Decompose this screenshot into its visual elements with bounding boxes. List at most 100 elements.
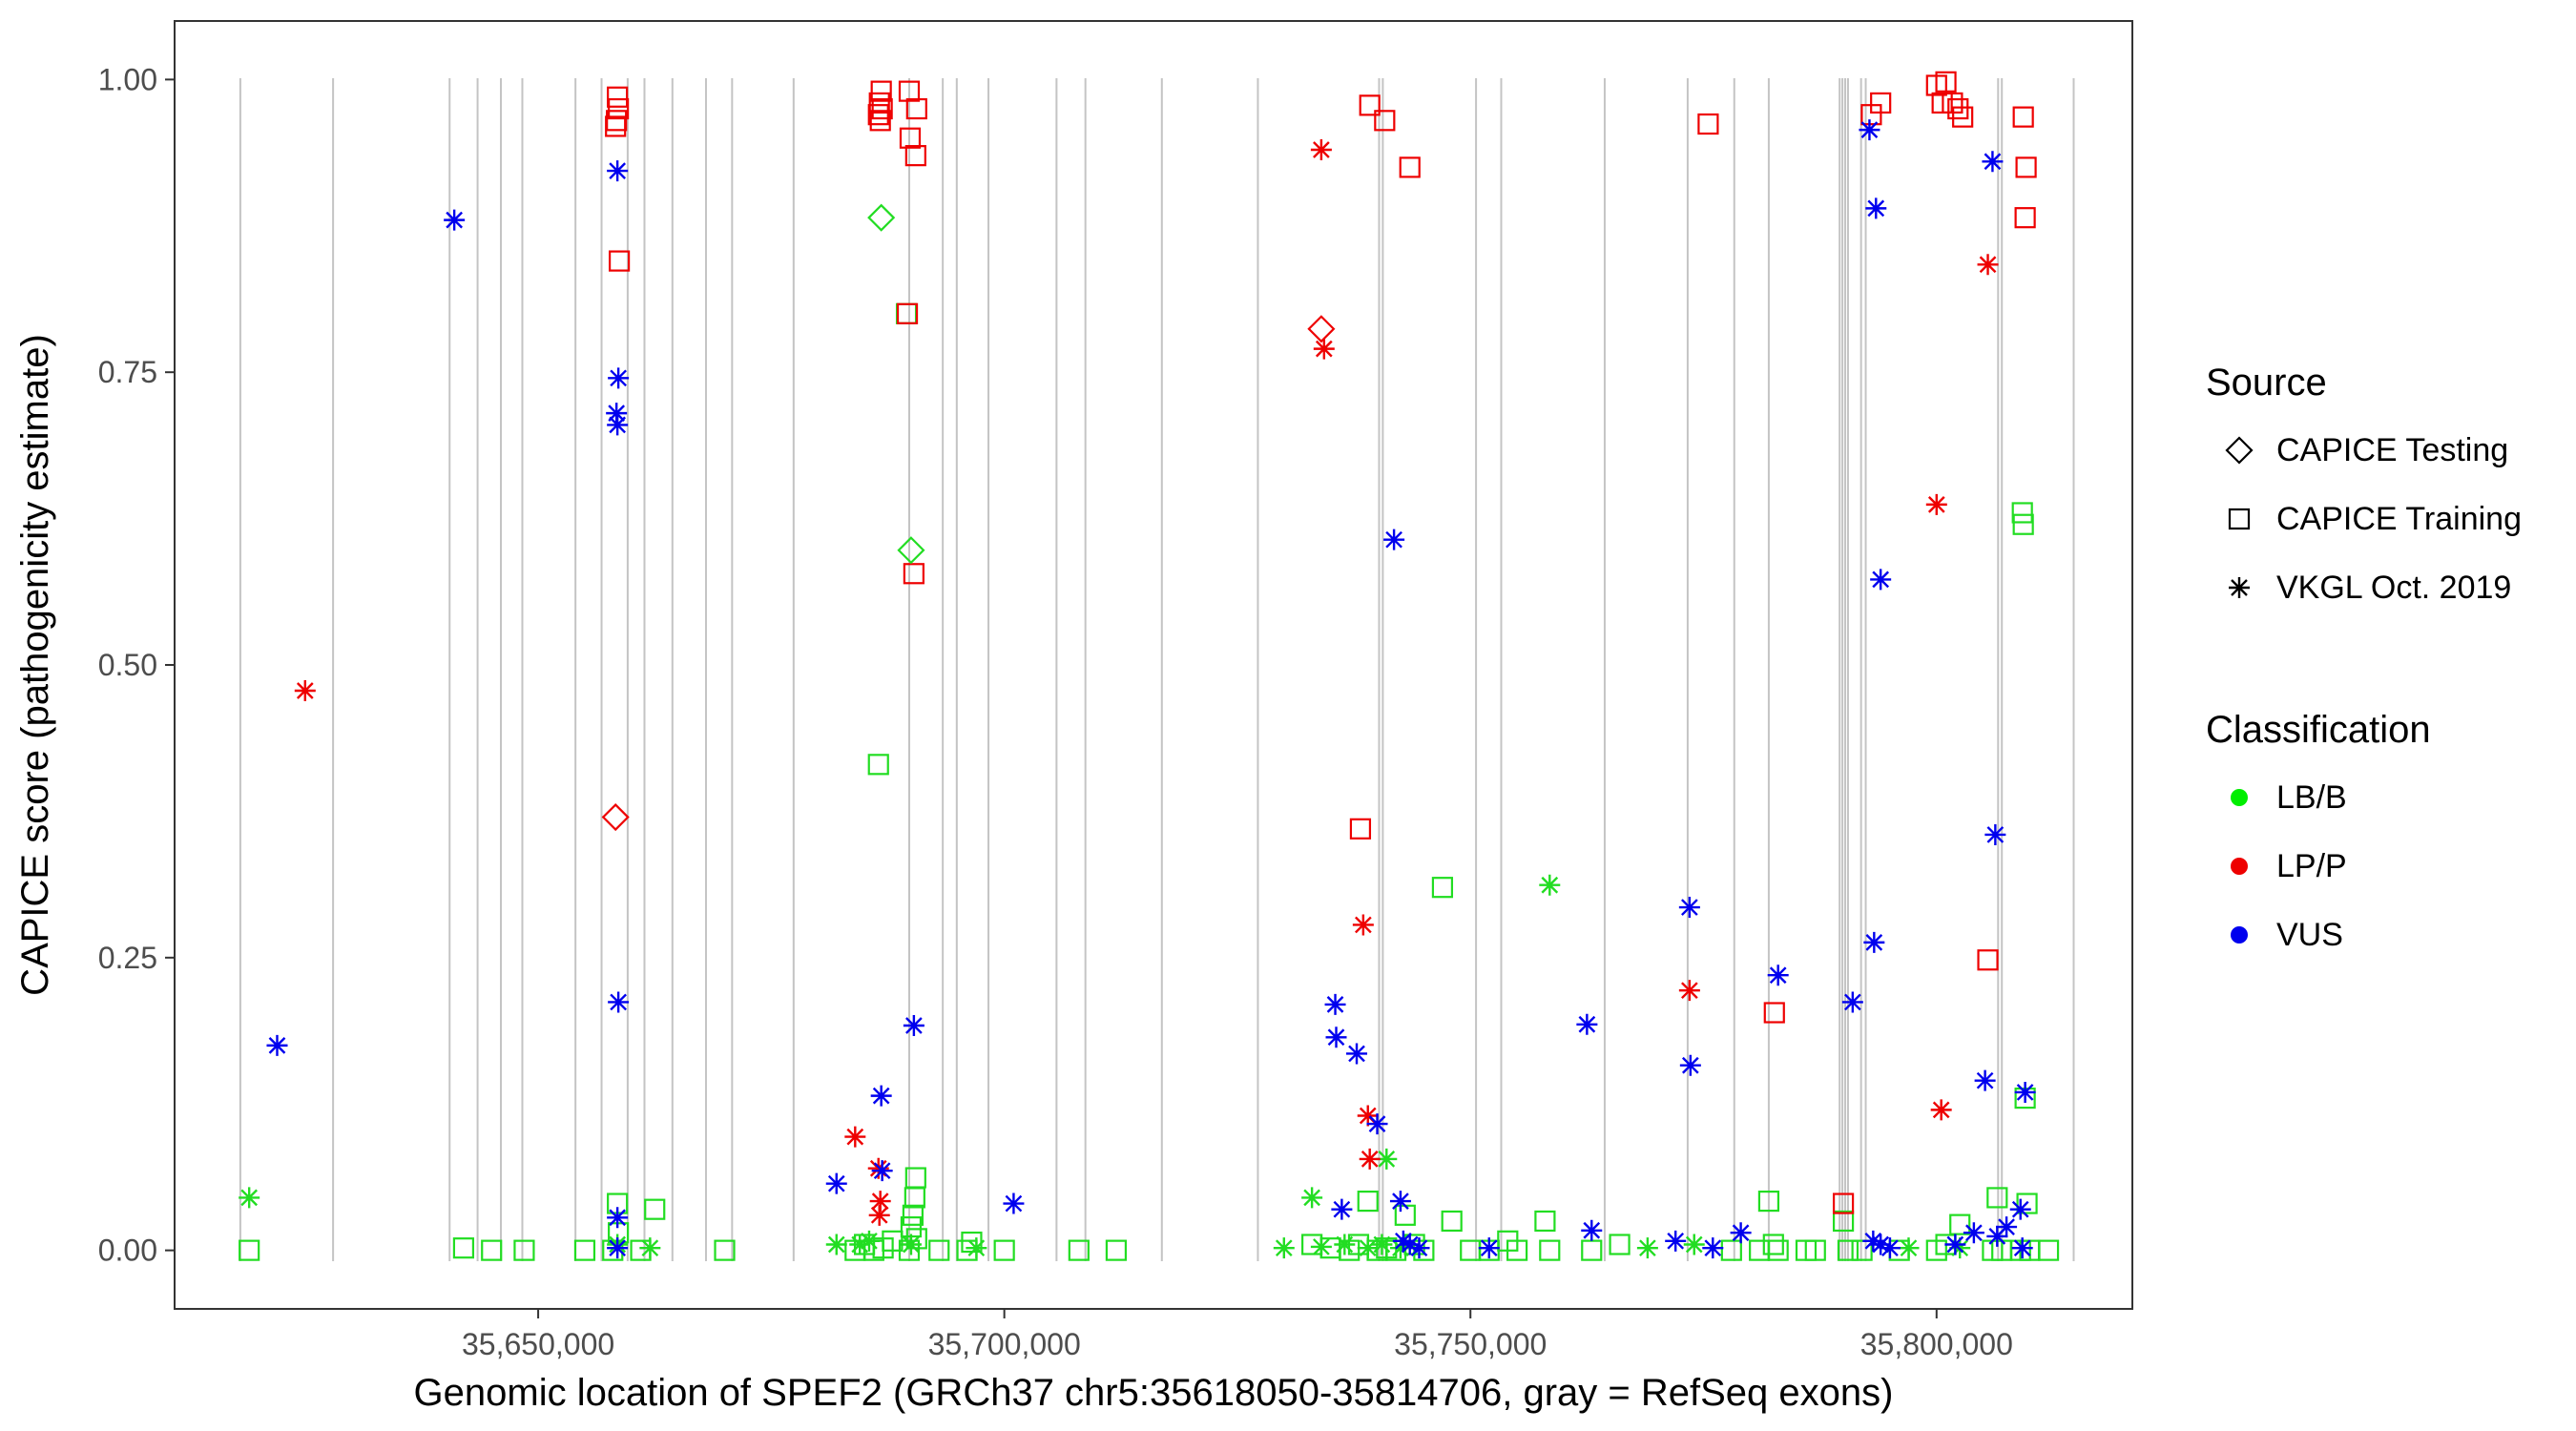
point-asterisk [1841,991,1863,1013]
point-asterisk [871,1160,893,1182]
point-asterisk [1301,1187,1323,1209]
point-square [896,302,919,324]
point-diamond [1307,315,1336,343]
point-square [2014,207,2036,229]
point-square [867,104,889,126]
point-asterisk [1399,1234,1421,1255]
x-tick-label: 35,650,000 [462,1327,614,1361]
point-square [905,1228,927,1250]
point-asterisk [1678,980,1700,1002]
point-asterisk [1383,529,1405,550]
point-square [1837,1239,1859,1261]
point-square [1749,1239,1771,1261]
legend-source-title: Source [2206,362,2327,404]
point-asterisk [1870,1234,1892,1255]
point-asterisk [2229,577,2250,598]
point-asterisk [825,1172,847,1194]
point-asterisk [639,1237,661,1259]
point-square [1394,1204,1416,1226]
point-asterisk [1389,1191,1411,1213]
point-square [1935,71,1957,93]
point-asterisk [1581,1219,1603,1241]
legend-classification-label: VUS [2276,917,2343,953]
point-square [1720,1239,1742,1261]
point-square [1506,1239,1528,1261]
data-points [239,71,2060,1261]
point-asterisk [868,1204,890,1226]
y-axis-label: CAPICE score (pathogenicity estimate) [14,334,56,996]
point-square [573,1239,596,1261]
point-square [2012,513,2034,535]
point-square [607,86,629,108]
point-asterisk [825,1234,847,1255]
point-square [928,1239,950,1261]
point-asterisk [1539,874,1561,896]
point-square [605,115,627,137]
point-asterisk [1376,1148,1398,1170]
point-asterisk [1865,197,1887,219]
point-asterisk [1408,1237,1430,1259]
point-square [1832,1210,1855,1233]
point-square [2016,1192,2038,1214]
point-asterisk [1357,1105,1379,1127]
point-asterisk [1334,1234,1356,1255]
point-square [1947,97,1969,120]
point-square [608,97,630,120]
point-asterisk [608,367,630,389]
legend-dot [2231,789,2248,806]
legend-source-label: CAPICE Testing [2276,432,2508,468]
point-asterisk [1371,1234,1393,1255]
point-asterisk [607,1207,629,1229]
point-asterisk [1982,151,2004,173]
point-asterisk [1898,1237,1920,1259]
point-asterisk [1996,1216,2018,1238]
point-square [867,754,889,776]
legend-classification-label: LP/P [2276,848,2347,884]
y-tick-label: 1.00 [98,62,157,96]
point-asterisk [1702,1237,1724,1259]
point-asterisk [1003,1192,1025,1214]
point-diamond [601,802,630,832]
legend-classification-title: Classification [2206,709,2431,751]
y-tick-label: 0.75 [98,355,157,389]
y-axis: 0.00 0.25 0.50 0.75 1.00 [98,62,175,1268]
legend-source: Source CAPICE Testing CAPICE Training VKGL… [2206,362,2522,606]
point-square [1952,106,1974,128]
point-square [1068,1239,1090,1261]
point-asterisk [1366,1113,1388,1135]
point-square [1534,1210,1556,1233]
point-asterisk [869,1191,891,1213]
point-asterisk [2011,1237,2033,1259]
point-square [904,145,926,167]
point-diamond [867,203,896,232]
point-asterisk [858,1230,880,1252]
point-square [904,1167,926,1189]
x-axis-label: Genomic location of SPEF2 (GRCh37 chr5:3… [414,1372,1894,1414]
point-square [452,1237,475,1259]
point-asterisk [1767,964,1789,986]
point-square [1359,94,1381,116]
y-tick-label: 0.25 [98,941,157,975]
point-square [899,127,922,149]
y-tick-label: 0.50 [98,648,157,682]
point-square [1431,877,1454,899]
x-axis: 35,650,000 35,700,000 35,750,000 35,800,000 [462,1309,2013,1361]
point-square [513,1239,535,1261]
point-square [2228,508,2251,530]
legend-dot [2231,858,2248,875]
point-square [871,97,893,120]
point-asterisk [1636,1237,1658,1259]
point-asterisk [607,160,629,182]
point-asterisk [1478,1237,1500,1259]
legend-source-label: CAPICE Training [2276,501,2522,537]
point-asterisk [607,1237,629,1259]
point-asterisk [2014,1081,2036,1103]
point-square [2012,106,2034,128]
point-square [481,1239,503,1261]
point-asterisk [1359,1148,1381,1170]
point-asterisk [1352,914,1374,936]
point-asterisk [239,1187,260,1209]
point-square [870,80,892,102]
point-square [1581,1239,1603,1261]
